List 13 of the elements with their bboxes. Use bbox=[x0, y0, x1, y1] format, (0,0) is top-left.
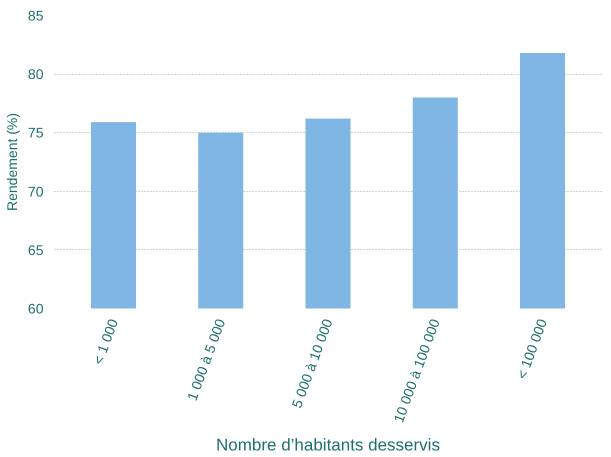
y-tick-label: 80 bbox=[28, 66, 44, 82]
x-tick-label: 1 000 à 5 000 bbox=[184, 316, 228, 403]
x-tick-label: 10 000 à 100 000 bbox=[390, 316, 443, 425]
y-tick-label: 65 bbox=[28, 242, 44, 258]
y-axis-title: Rendement (%) bbox=[4, 112, 20, 212]
x-tick-label: < 1 000 bbox=[90, 316, 122, 366]
y-tick-label: 60 bbox=[28, 300, 44, 316]
x-axis-title: Nombre d’habitants desservis bbox=[216, 435, 440, 454]
y-tick-label: 85 bbox=[28, 8, 44, 24]
y-tick-label: 70 bbox=[28, 183, 44, 200]
y-tick-label: 75 bbox=[28, 124, 44, 141]
x-tick-label: < 100 000 bbox=[513, 316, 550, 382]
x-tick-label: 5 000 à 10 000 bbox=[288, 316, 336, 410]
